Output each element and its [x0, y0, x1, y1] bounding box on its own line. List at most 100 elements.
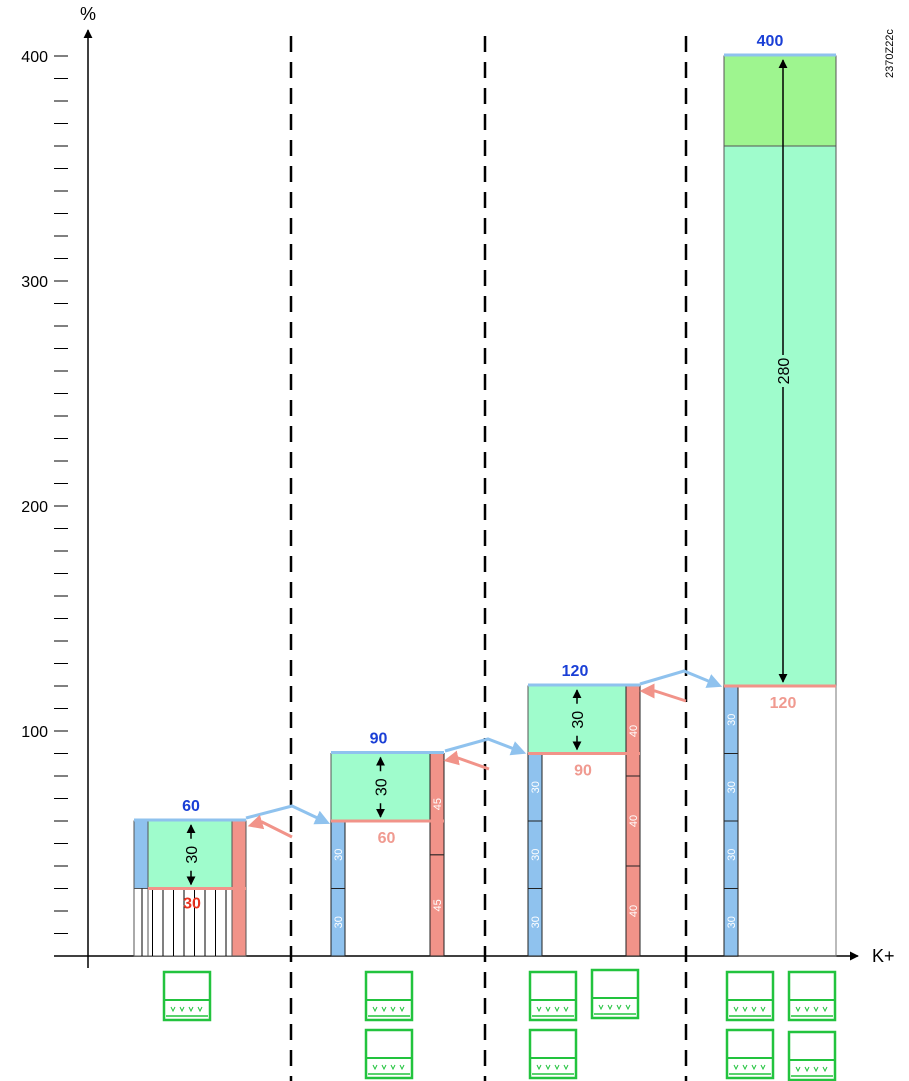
salmon-segment-label: 40	[628, 905, 640, 917]
base-value-label: 30	[183, 896, 201, 913]
container-drop-mark	[390, 1006, 396, 1013]
salmon-segment-label: 40	[628, 815, 640, 827]
bottom-value-label: 60	[378, 830, 396, 847]
figure-code: 2370Z22c	[884, 29, 896, 78]
blue-segment-label: 30	[726, 714, 738, 726]
container-drop-mark	[188, 1006, 194, 1013]
top-value-label: 90	[370, 731, 388, 748]
container-drop-mark	[381, 1006, 387, 1013]
container-drop-mark	[179, 1006, 185, 1013]
span-label-bg	[182, 838, 200, 871]
container-drop-mark	[563, 1064, 569, 1071]
container-drop-mark	[536, 1006, 542, 1013]
container-drop-mark	[563, 1006, 569, 1013]
y-tick-label: 200	[21, 499, 48, 516]
container-drop-mark	[399, 1006, 405, 1013]
blue-segment-label: 30	[726, 849, 738, 861]
span-label-bg	[568, 703, 586, 736]
transfer-arrow-blue	[245, 804, 331, 825]
top-value-label: 60	[182, 798, 200, 815]
container-drop-mark	[625, 1004, 631, 1011]
container-drop-mark	[607, 1004, 613, 1011]
green-cap-block	[723, 55, 837, 147]
y-tick-label: 300	[21, 274, 48, 291]
bottom-value-label: 120	[770, 695, 797, 712]
container-drop-mark	[545, 1006, 551, 1013]
container-outline	[364, 970, 414, 1022]
container-drop-mark	[399, 1064, 405, 1071]
transfer-arrow-blue	[639, 669, 723, 688]
container-drop-mark	[795, 1006, 801, 1013]
container-outline	[528, 1028, 578, 1080]
top-value-label: 120	[562, 663, 589, 680]
container-drop-mark	[760, 1006, 766, 1013]
container-outline	[787, 970, 837, 1022]
container-drop-mark	[751, 1064, 757, 1071]
blue-segment-label: 30	[726, 916, 738, 928]
container-drop-mark	[372, 1006, 378, 1013]
span-value-label: 30	[374, 778, 391, 796]
y-tick-label: 400	[21, 49, 48, 66]
container-drop-mark	[372, 1064, 378, 1071]
container-drop-mark	[742, 1064, 748, 1071]
span-label-bg	[774, 355, 792, 387]
stage-4: 30 30 30 30 400 120 280	[723, 33, 837, 957]
container-icon	[162, 970, 212, 1022]
container-drop-mark	[751, 1006, 757, 1013]
container-drop-mark	[813, 1066, 819, 1073]
container-icon	[528, 1028, 578, 1080]
container-drop-mark	[822, 1066, 828, 1073]
hatched-base-left	[133, 888, 149, 957]
blue-segment-label: 30	[530, 916, 542, 928]
container-drop-mark	[598, 1004, 604, 1011]
bottom-value-label: 90	[574, 763, 592, 780]
container-drop-mark	[742, 1006, 748, 1013]
container-outline	[528, 970, 578, 1022]
container-outline	[787, 1030, 837, 1081]
stage-2: 30 30 45 45 90 60 30	[330, 731, 445, 957]
salmon-segment-label: 45	[432, 798, 444, 810]
stage-1: 30 60 30	[133, 798, 247, 957]
container-drop-mark	[554, 1006, 560, 1013]
container-drop-mark	[760, 1064, 766, 1071]
container-drop-mark	[733, 1006, 739, 1013]
container-outline	[725, 970, 775, 1022]
transfer-arrow-salmon	[443, 750, 490, 771]
span-value-label: 30	[570, 711, 587, 729]
blue-segment-label: 30	[333, 849, 345, 861]
container-drop-mark	[616, 1004, 622, 1011]
blue-segment-label: 30	[333, 916, 345, 928]
container-drop-mark	[804, 1006, 810, 1013]
container-drop-mark	[804, 1066, 810, 1073]
span-value-label: 280	[776, 358, 793, 385]
container-outline	[590, 968, 640, 1020]
empty-frame	[723, 685, 837, 957]
container-icon	[590, 968, 640, 1020]
span-value-label: 30	[184, 846, 201, 864]
container-outline	[162, 970, 212, 1022]
transfer-arrow-salmon	[639, 683, 687, 703]
container-icon	[787, 1030, 837, 1081]
stage-3: 30 30 30 40 40 40 120 90 30	[527, 663, 641, 957]
blue-segment-label: 30	[530, 849, 542, 861]
container-drop-mark	[536, 1064, 542, 1071]
hatched-base	[147, 888, 233, 957]
container-drop-mark	[545, 1064, 551, 1071]
span-label-bg	[371, 771, 390, 804]
container-icon	[725, 970, 775, 1022]
container-drop-mark	[795, 1066, 801, 1073]
transfer-arrow-salmon	[247, 814, 293, 839]
container-icon	[364, 1028, 414, 1080]
blue-segment-label: 30	[726, 781, 738, 793]
container-drop-mark	[554, 1064, 560, 1071]
top-value-label: 400	[757, 33, 784, 50]
container-drop-mark	[390, 1064, 396, 1071]
transfer-arrow-blue	[444, 737, 527, 756]
container-icon	[364, 970, 414, 1022]
container-drop-mark	[170, 1006, 176, 1013]
container-outline	[364, 1028, 414, 1080]
container-drop-mark	[197, 1006, 203, 1013]
y-tick-label: 100	[21, 724, 48, 741]
salmon-segment-label: 45	[432, 899, 444, 911]
